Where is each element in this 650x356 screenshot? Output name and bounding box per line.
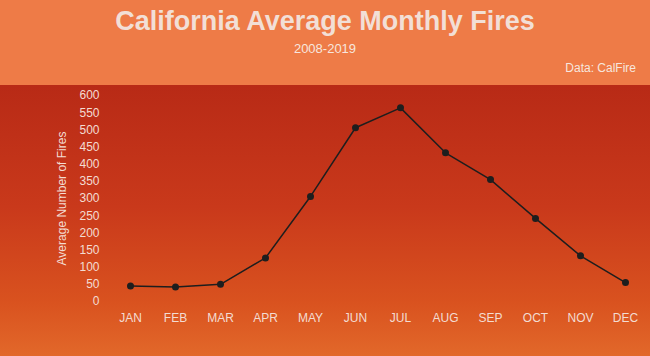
svg-text:450: 450 <box>79 140 99 154</box>
svg-text:600: 600 <box>79 88 99 102</box>
svg-text:MAY: MAY <box>298 311 323 325</box>
svg-text:AUG: AUG <box>432 311 458 325</box>
svg-text:MAR: MAR <box>207 311 234 325</box>
svg-text:OCT: OCT <box>523 311 549 325</box>
svg-text:APR: APR <box>253 311 278 325</box>
svg-text:NOV: NOV <box>567 311 593 325</box>
svg-text:JUL: JUL <box>390 311 412 325</box>
html-text:2008-2019: 2008-2019 <box>293 41 357 56</box>
html-text:Data: CalFire: Data: CalFire <box>565 61 636 75</box>
svg-text:JUN: JUN <box>344 311 367 325</box>
svg-text:150: 150 <box>79 243 99 257</box>
svg-text:300: 300 <box>79 191 99 205</box>
svg-text:50: 50 <box>86 277 100 291</box>
svg-text:100: 100 <box>79 260 99 274</box>
svg-text:SEP: SEP <box>478 311 502 325</box>
svg-text:0: 0 <box>93 294 100 308</box>
svg-text:500: 500 <box>79 123 99 137</box>
svg-text:550: 550 <box>79 106 99 120</box>
svg-text:JAN: JAN <box>119 311 142 325</box>
svg-text:DEC: DEC <box>613 311 639 325</box>
svg-text:350: 350 <box>79 174 99 188</box>
svg-text:200: 200 <box>79 226 99 240</box>
svg-text:400: 400 <box>79 157 99 171</box>
svg-text:Average Number of Fires: Average Number of Fires <box>55 132 69 266</box>
svg-text:250: 250 <box>79 209 99 223</box>
svg-text:FEB: FEB <box>164 311 187 325</box>
html-text:California Average Monthly Fir: California Average Monthly Fires <box>115 6 535 36</box>
